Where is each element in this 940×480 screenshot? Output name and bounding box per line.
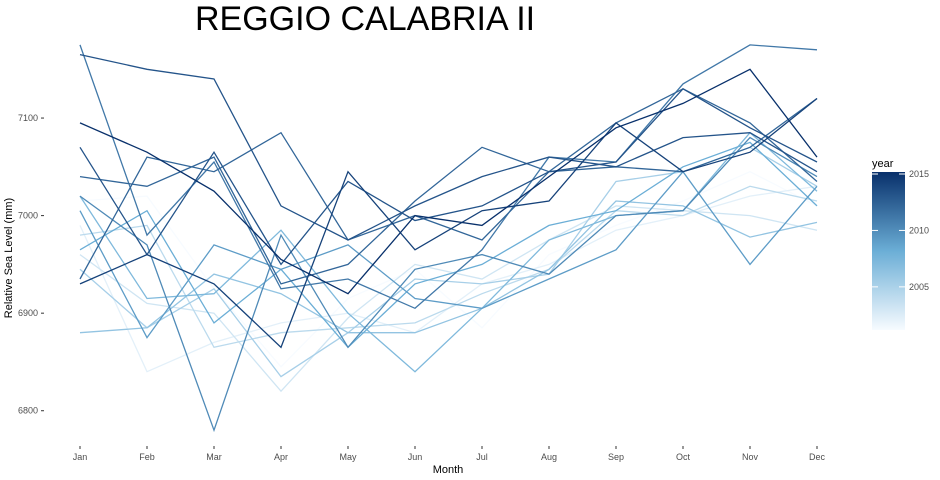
legend-ticks: 2005 2010 2015 — [872, 169, 929, 292]
legend-title: year — [872, 158, 894, 170]
series-line-2011 — [79, 44, 818, 310]
series-line-2007 — [79, 131, 818, 373]
x-tick-label: Nov — [742, 452, 759, 462]
x-tick-label: Oct — [676, 452, 691, 462]
y-tick-label: 7100 — [18, 113, 38, 123]
series-line-2015 — [79, 68, 818, 295]
x-tick-label: Jun — [408, 452, 423, 462]
x-tick-label: Jan — [73, 452, 88, 462]
x-axis: Jan Feb Mar Apr May Jun Jul Aug Sep Oct Nov Dec — [73, 446, 826, 462]
legend-tick-label: 2010 — [909, 225, 929, 235]
y-tick-label: 6800 — [18, 406, 38, 416]
series-line-2004 — [79, 185, 818, 349]
series-lines — [79, 44, 818, 433]
x-tick-label: Apr — [274, 452, 288, 462]
x-tick-label: Mar — [206, 452, 222, 462]
x-tick-label: Dec — [809, 452, 826, 462]
x-tick-label: Jul — [476, 452, 488, 462]
series-line-2001 — [79, 170, 818, 368]
y-axis-title: Relative Sea Level (mm) — [3, 198, 15, 318]
series-line-2013 — [79, 87, 818, 266]
series-line-2008 — [79, 141, 818, 349]
y-tick-label: 7000 — [18, 211, 38, 221]
x-axis-title: Month — [433, 464, 464, 476]
x-tick-label: Feb — [139, 452, 155, 462]
legend: year 2005 2010 2015 — [872, 158, 929, 330]
series-line-2010 — [79, 136, 818, 433]
chart-title: REGGIO CALABRIA II — [195, 0, 535, 38]
x-tick-label: May — [339, 452, 357, 462]
series-line-2006 — [79, 200, 818, 334]
legend-tick-label: 2015 — [909, 169, 929, 179]
y-tick-label: 6900 — [18, 308, 38, 318]
series-line-2009 — [79, 170, 818, 339]
series-line-2014 — [79, 97, 818, 349]
x-tick-label: Aug — [541, 452, 557, 462]
legend-colorbar — [872, 172, 905, 330]
y-axis: 6800 6900 7000 7100 — [18, 113, 44, 416]
x-tick-label: Sep — [608, 452, 624, 462]
legend-tick-label: 2005 — [909, 282, 929, 292]
series-line-2013 — [79, 53, 818, 241]
series-line-2012 — [79, 88, 818, 285]
